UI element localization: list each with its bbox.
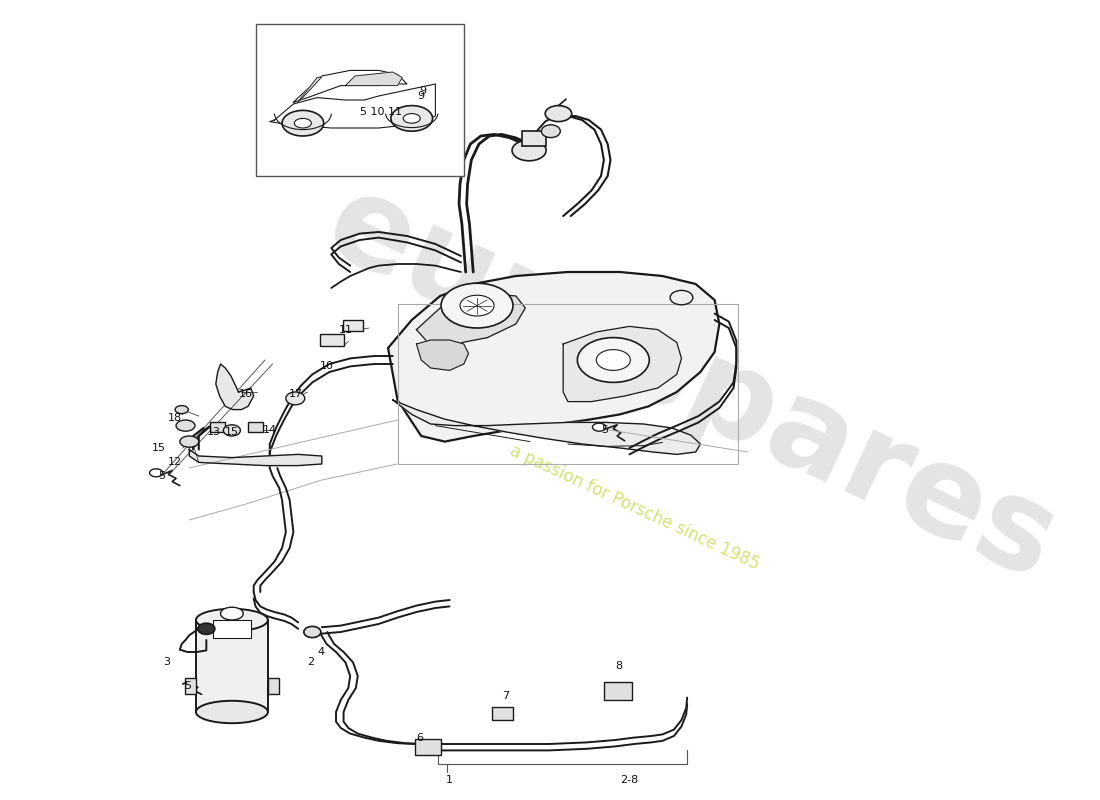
Ellipse shape <box>176 420 195 431</box>
Polygon shape <box>393 400 701 454</box>
Text: 15: 15 <box>152 443 166 453</box>
Ellipse shape <box>150 469 163 477</box>
Text: 14: 14 <box>263 426 277 435</box>
Polygon shape <box>417 340 469 370</box>
Text: 5: 5 <box>185 681 191 690</box>
Text: 12: 12 <box>167 458 182 467</box>
Text: 5: 5 <box>601 425 608 434</box>
Ellipse shape <box>179 436 199 447</box>
Ellipse shape <box>546 106 572 122</box>
Ellipse shape <box>404 114 420 123</box>
Bar <box>268 678 279 694</box>
Text: 9: 9 <box>419 86 427 96</box>
Bar <box>248 422 263 432</box>
Polygon shape <box>189 450 322 466</box>
Text: 6: 6 <box>417 734 424 743</box>
Bar <box>255 24 464 176</box>
Text: 4: 4 <box>317 647 324 657</box>
Text: 8: 8 <box>615 661 623 670</box>
Polygon shape <box>216 364 254 410</box>
Polygon shape <box>270 84 436 128</box>
Polygon shape <box>345 72 403 86</box>
Text: 1: 1 <box>447 775 453 785</box>
Text: 5 10 11: 5 10 11 <box>360 107 401 117</box>
Bar <box>320 334 343 346</box>
Bar <box>196 620 268 712</box>
Text: 18: 18 <box>167 413 182 422</box>
Text: 15: 15 <box>226 427 240 437</box>
Text: 5: 5 <box>158 471 165 481</box>
Bar <box>342 320 363 331</box>
Ellipse shape <box>198 623 214 634</box>
Bar <box>415 739 441 755</box>
Bar <box>213 620 251 638</box>
Bar <box>522 131 546 146</box>
Ellipse shape <box>578 338 649 382</box>
Text: 16: 16 <box>239 389 253 398</box>
Ellipse shape <box>593 423 606 431</box>
Polygon shape <box>298 77 322 102</box>
Polygon shape <box>417 294 526 346</box>
Ellipse shape <box>282 110 323 136</box>
Text: 3: 3 <box>164 658 170 667</box>
Text: eurospares: eurospares <box>307 162 1075 606</box>
Ellipse shape <box>196 609 268 631</box>
Bar <box>492 707 513 720</box>
Ellipse shape <box>220 607 243 620</box>
Ellipse shape <box>513 140 546 161</box>
Text: 17: 17 <box>288 389 302 398</box>
Ellipse shape <box>441 283 513 328</box>
Text: 11: 11 <box>339 325 353 334</box>
Ellipse shape <box>670 290 693 305</box>
Ellipse shape <box>295 118 311 128</box>
Ellipse shape <box>390 106 432 131</box>
Polygon shape <box>388 272 719 442</box>
Ellipse shape <box>541 125 560 138</box>
Polygon shape <box>563 326 682 402</box>
Text: 2-8: 2-8 <box>620 775 638 785</box>
Text: 13: 13 <box>207 427 220 437</box>
Bar <box>604 682 632 700</box>
Ellipse shape <box>196 701 268 723</box>
Ellipse shape <box>286 392 305 405</box>
Ellipse shape <box>304 626 321 638</box>
Text: 10: 10 <box>320 362 334 371</box>
Text: a passion for Porsche since 1985: a passion for Porsche since 1985 <box>507 442 761 574</box>
Bar <box>397 304 738 464</box>
Ellipse shape <box>460 295 494 316</box>
Bar <box>185 678 196 694</box>
Polygon shape <box>294 70 407 102</box>
Bar <box>210 422 225 432</box>
Ellipse shape <box>596 350 630 370</box>
Text: 9: 9 <box>418 91 425 101</box>
Text: 7: 7 <box>502 691 509 701</box>
Ellipse shape <box>175 406 188 414</box>
Text: 2: 2 <box>308 658 315 667</box>
Ellipse shape <box>223 425 241 436</box>
